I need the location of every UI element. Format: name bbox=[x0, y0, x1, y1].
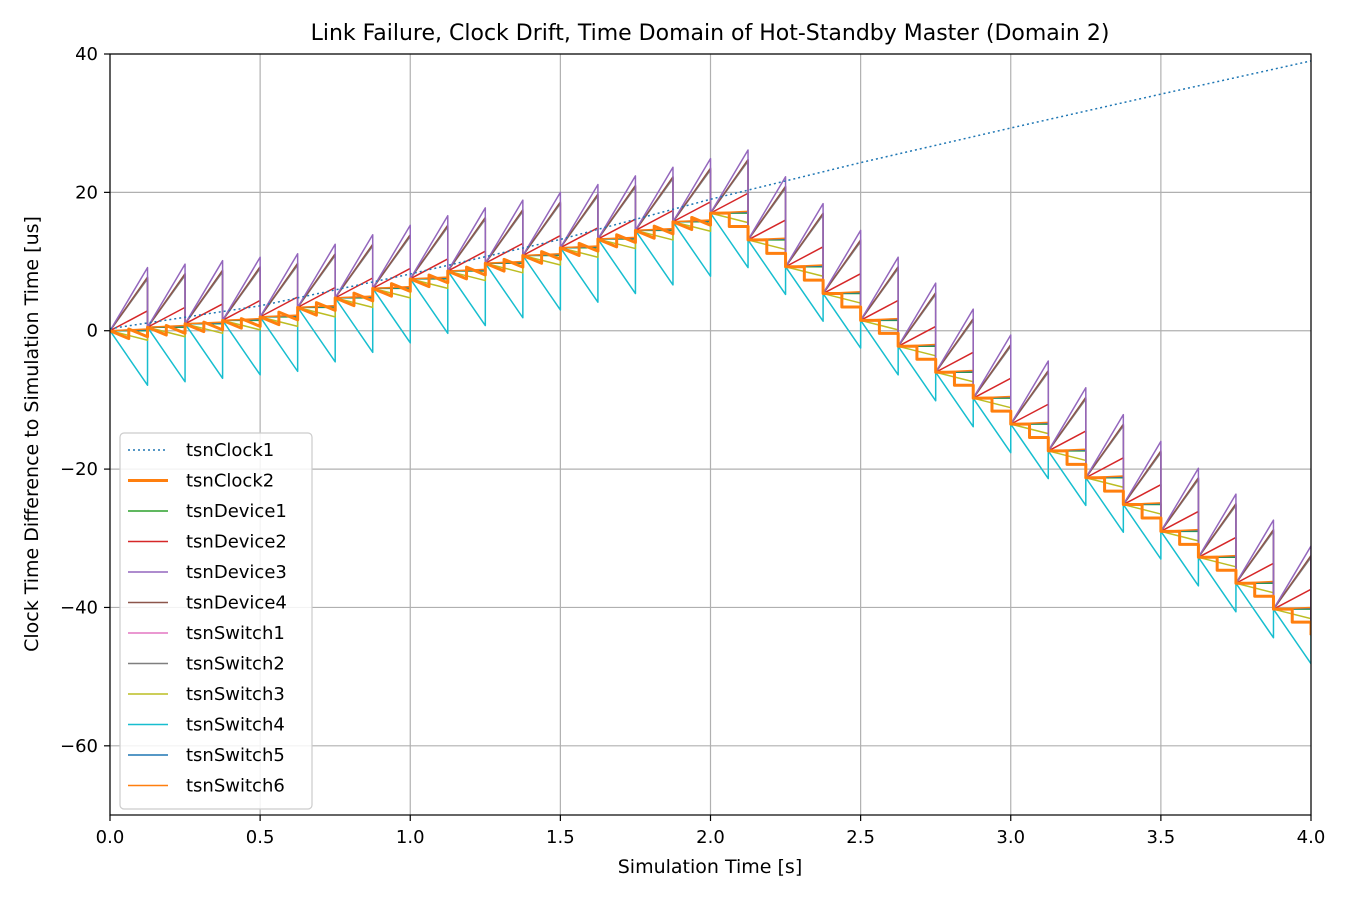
legend-label-tsnDevice2: tsnDevice2 bbox=[186, 532, 287, 553]
legend-label-tsnSwitch4: tsnSwitch4 bbox=[186, 715, 285, 736]
x-tick-label: 2.5 bbox=[846, 827, 875, 848]
legend-label-tsnSwitch6: tsnSwitch6 bbox=[186, 776, 285, 797]
series-layer bbox=[110, 60, 1311, 665]
x-tick-label: 3.5 bbox=[1147, 827, 1176, 848]
legend-label-tsnSwitch5: tsnSwitch5 bbox=[186, 745, 285, 766]
y-tick-label: 0 bbox=[87, 321, 98, 342]
legend-label-tsnClock2: tsnClock2 bbox=[186, 471, 274, 492]
y-tick-label: 40 bbox=[75, 44, 98, 65]
x-tick-label: 0.5 bbox=[246, 827, 275, 848]
axis-ticks: 0.0 0.5 1.0 1.5 2.0 2.5 3.0 3.5 4.0 −60 −40 −20 0 20 4… bbox=[60, 44, 1325, 848]
legend-box bbox=[119, 432, 313, 810]
legend: tsnClock1 tsnClock2 tsnDevice1 tsnDevice2 ts… bbox=[119, 432, 313, 810]
x-tick-label: 2.0 bbox=[696, 827, 725, 848]
y-tick-label: 20 bbox=[75, 182, 98, 203]
legend-label-tsnSwitch3: tsnSwitch3 bbox=[186, 684, 285, 705]
legend-label-tsnClock1: tsnClock1 bbox=[186, 440, 274, 461]
x-tick-label: 1.0 bbox=[396, 827, 425, 848]
legend-label-tsnDevice4: tsnDevice4 bbox=[186, 593, 287, 614]
legend-label-tsnDevice1: tsnDevice1 bbox=[186, 501, 287, 522]
x-tick-label: 4.0 bbox=[1297, 827, 1326, 848]
legend-label-tsnSwitch1: tsnSwitch1 bbox=[186, 623, 285, 644]
legend-label-tsnSwitch2: tsnSwitch2 bbox=[186, 654, 285, 675]
x-tick-label: 1.5 bbox=[546, 827, 575, 848]
series-line-tsnClock2 bbox=[110, 211, 1311, 636]
y-tick-label: −40 bbox=[60, 597, 98, 618]
legend-label-tsnDevice3: tsnDevice3 bbox=[186, 562, 287, 583]
x-tick-label: 3.0 bbox=[996, 827, 1025, 848]
chart-title: Link Failure, Clock Drift, Time Domain o… bbox=[311, 21, 1110, 46]
y-tick-label: −20 bbox=[60, 459, 98, 480]
series-line-tsnClock1 bbox=[110, 60, 1311, 330]
plot-area bbox=[110, 60, 1311, 665]
y-tick-label: −60 bbox=[60, 736, 98, 757]
y-axis-label: Clock Time Difference to Simulation Time… bbox=[21, 216, 43, 652]
x-axis-label: Simulation Time [s] bbox=[618, 856, 803, 878]
x-tick-label: 0.0 bbox=[96, 827, 125, 848]
